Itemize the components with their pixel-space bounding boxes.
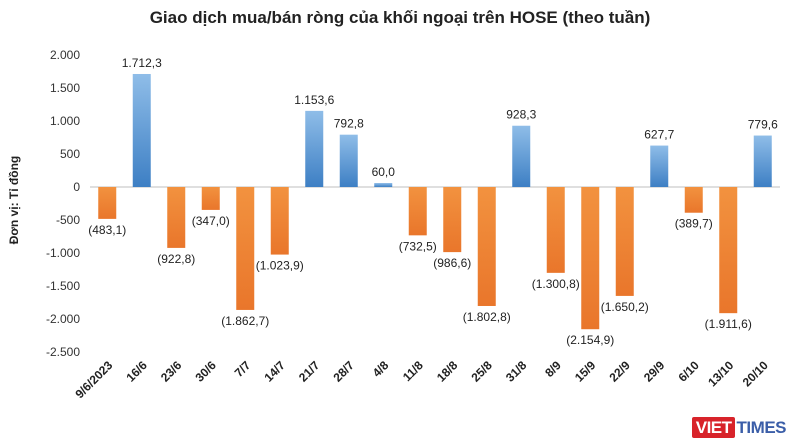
x-tick-label: 7/7 <box>232 358 254 380</box>
bar <box>374 183 393 187</box>
x-tick-label: 18/8 <box>434 358 461 385</box>
data-label: (1.862,7) <box>221 314 269 328</box>
data-label: (1.023,9) <box>256 259 304 273</box>
bars <box>98 73 772 330</box>
bar <box>305 110 324 187</box>
x-tick-label: 23/6 <box>158 358 185 385</box>
y-tick-label: -2.500 <box>46 345 80 359</box>
y-tick-label: -500 <box>56 213 80 227</box>
data-label: (2.154,9) <box>566 333 614 347</box>
bar <box>615 187 634 296</box>
data-label: (1.650,2) <box>601 300 649 314</box>
x-tick-label: 13/10 <box>705 358 736 389</box>
x-tick-label: 11/8 <box>400 358 426 384</box>
x-axis-ticks: 9/6/2023 16/6 23/6 30/6 7/7 14/7 21/7 28/7 4/8 11… <box>72 358 771 401</box>
x-tick-label: 20/10 <box>740 358 771 389</box>
viettimes-logo: VIET TIMES <box>691 417 787 438</box>
bar <box>684 187 703 213</box>
y-tick-label: 1.500 <box>50 81 80 95</box>
x-tick-label: 30/6 <box>192 358 219 385</box>
x-tick-label: 15/9 <box>572 358 599 385</box>
y-tick-label: -1.500 <box>46 279 80 293</box>
data-label: (347,0) <box>192 214 230 228</box>
bar <box>201 187 220 210</box>
chart-title: Giao dịch mua/bán ròng của khối ngoại tr… <box>149 8 651 27</box>
bar <box>650 145 669 187</box>
data-label: (922,8) <box>157 252 195 266</box>
data-label: (986,6) <box>433 256 471 270</box>
x-tick-label: 31/8 <box>503 358 530 385</box>
x-tick-label: 25/8 <box>468 358 495 385</box>
x-tick-label: 16/6 <box>123 358 150 385</box>
y-tick-label: -2.000 <box>46 312 80 326</box>
x-tick-label: 14/7 <box>261 358 288 385</box>
y-tick-label: 500 <box>60 147 80 161</box>
x-tick-label: 22/9 <box>606 358 633 385</box>
x-tick-label: 4/8 <box>370 358 392 380</box>
bar <box>236 187 255 310</box>
bar <box>753 135 772 187</box>
data-labels: (483,1) 1.712,3 (922,8) (347,0) (1.862,7) (1.… <box>88 56 778 347</box>
bar <box>443 187 462 253</box>
data-label: (483,1) <box>88 223 126 237</box>
bar <box>581 187 600 330</box>
data-label: 60,0 <box>372 165 396 179</box>
bar <box>339 134 358 187</box>
y-tick-label: -1.000 <box>46 246 80 260</box>
data-label: 1.712,3 <box>122 56 162 70</box>
data-label: (1.300,8) <box>532 277 580 291</box>
bar <box>512 125 531 187</box>
bar <box>132 73 151 187</box>
y-tick-label: 0 <box>73 180 80 194</box>
y-tick-label: 1.000 <box>50 114 80 128</box>
x-tick-label: 8/9 <box>542 358 564 380</box>
bar <box>719 187 738 314</box>
bar <box>270 187 289 255</box>
x-tick-label: 21/7 <box>296 358 323 385</box>
data-label: (1.802,8) <box>463 310 511 324</box>
data-label: 792,8 <box>334 117 364 131</box>
x-tick-label: 28/7 <box>330 358 357 385</box>
data-label: 1.153,6 <box>294 93 334 107</box>
bar <box>167 187 186 248</box>
data-label: (1.911,6) <box>705 317 752 331</box>
data-label: 779,6 <box>748 118 778 132</box>
data-label: (389,7) <box>675 217 713 231</box>
bar <box>477 187 496 306</box>
y-tick-label: 2.000 <box>50 48 80 62</box>
x-tick-label: 29/9 <box>641 358 668 385</box>
y-axis-ticks: 2.000 1.500 1.000 500 0 -500 -1.000 -1.500 -2.00… <box>46 48 780 359</box>
x-tick-label: 6/10 <box>675 358 702 385</box>
x-tick-label: 9/6/2023 <box>72 358 115 401</box>
data-label: 928,3 <box>506 108 536 122</box>
data-label: (732,5) <box>399 239 437 253</box>
bar <box>98 187 117 219</box>
bar <box>546 187 565 273</box>
data-label: 627,7 <box>644 128 674 142</box>
bar <box>408 187 427 236</box>
